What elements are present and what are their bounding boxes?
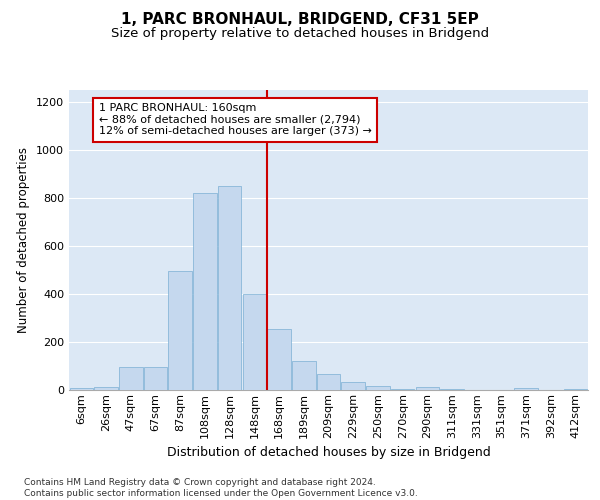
Text: Contains HM Land Registry data © Crown copyright and database right 2024.
Contai: Contains HM Land Registry data © Crown c…	[24, 478, 418, 498]
Bar	[119, 367, 143, 390]
Bar	[292, 361, 316, 390]
Bar	[514, 388, 538, 390]
Bar	[391, 389, 415, 390]
Text: 1, PARC BRONHAUL, BRIDGEND, CF31 5EP: 1, PARC BRONHAUL, BRIDGEND, CF31 5EP	[121, 12, 479, 28]
Y-axis label: Number of detached properties: Number of detached properties	[17, 147, 31, 333]
Bar	[341, 382, 365, 390]
Bar	[268, 329, 291, 390]
Bar	[144, 367, 167, 390]
X-axis label: Distribution of detached houses by size in Bridgend: Distribution of detached houses by size …	[167, 446, 490, 459]
Bar	[70, 388, 93, 390]
Text: Size of property relative to detached houses in Bridgend: Size of property relative to detached ho…	[111, 28, 489, 40]
Bar	[218, 186, 241, 390]
Bar	[440, 389, 464, 390]
Bar	[366, 386, 389, 390]
Bar	[242, 294, 266, 390]
Text: 1 PARC BRONHAUL: 160sqm
← 88% of detached houses are smaller (2,794)
12% of semi: 1 PARC BRONHAUL: 160sqm ← 88% of detache…	[98, 103, 371, 136]
Bar	[416, 387, 439, 390]
Bar	[193, 193, 217, 390]
Bar	[94, 387, 118, 390]
Bar	[317, 374, 340, 390]
Bar	[169, 271, 192, 390]
